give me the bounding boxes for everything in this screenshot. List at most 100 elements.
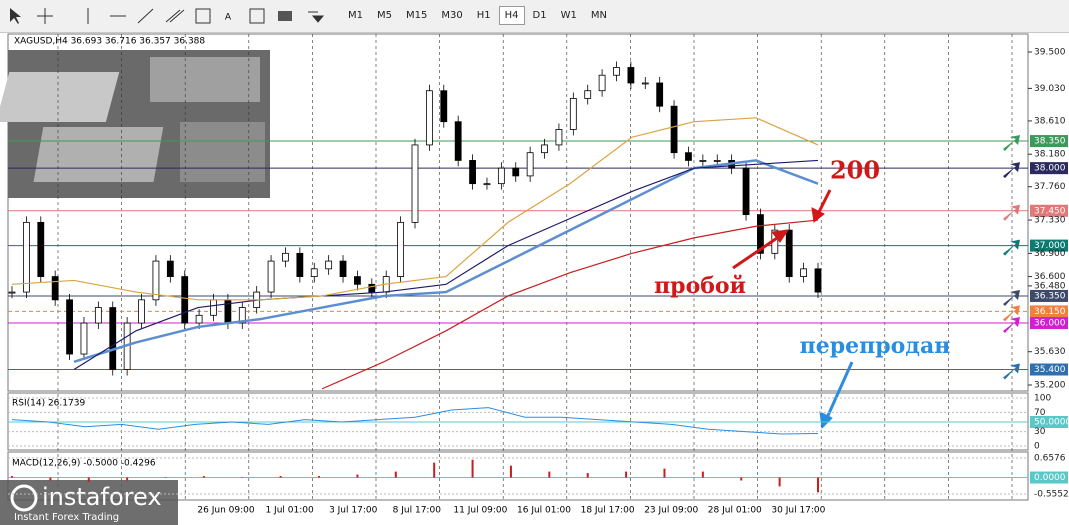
macd-bar bbox=[87, 477, 90, 482]
level-label: 0.0000 bbox=[1034, 473, 1066, 483]
timeframe-button[interactable]: D1 bbox=[532, 10, 547, 21]
label-tool[interactable] bbox=[249, 8, 265, 24]
candle bbox=[454, 121, 462, 161]
price-label: 37.760 bbox=[1034, 182, 1066, 192]
macd-bar bbox=[318, 476, 321, 478]
macd-bar bbox=[11, 476, 13, 478]
price-label: 38.610 bbox=[1034, 116, 1066, 126]
candle bbox=[37, 221, 45, 277]
price-label: 38.000 bbox=[1034, 164, 1066, 174]
channel-tool[interactable] bbox=[165, 9, 185, 23]
time-label: 26 Jun 09:00 bbox=[197, 506, 254, 516]
macd-bar bbox=[356, 474, 359, 478]
annotation-200: 200 bbox=[830, 156, 880, 185]
level-label: 70 bbox=[1034, 408, 1046, 418]
trend-tool[interactable] bbox=[137, 8, 154, 24]
price-box bbox=[1030, 135, 1068, 148]
candle bbox=[181, 276, 189, 324]
time-label: 8 Jul 17:00 bbox=[393, 506, 442, 516]
level-arrow bbox=[1003, 135, 1020, 152]
macd-bar bbox=[279, 476, 282, 478]
rsi-label: RSI(14) 26.1739 bbox=[12, 399, 85, 409]
candle bbox=[138, 299, 145, 324]
timeframe-button[interactable]: H1 bbox=[476, 10, 491, 21]
macd-bar bbox=[817, 477, 819, 493]
logo-tagline: Instant Forex Trading bbox=[14, 512, 119, 523]
level-box bbox=[1030, 416, 1068, 428]
price-label: 38.350 bbox=[1034, 137, 1066, 147]
price-label: 39.030 bbox=[1034, 84, 1066, 94]
timeframe-button[interactable]: H4 bbox=[498, 6, 525, 25]
macd-bar bbox=[471, 459, 474, 478]
macd-bar bbox=[394, 471, 397, 478]
price-box bbox=[1030, 305, 1068, 318]
text-tool[interactable]: A bbox=[225, 13, 232, 23]
candle bbox=[497, 167, 505, 185]
candle bbox=[368, 283, 376, 293]
price-label: 35.400 bbox=[1034, 365, 1066, 375]
time-label: 3 Jul 17:00 bbox=[329, 506, 378, 516]
price-box bbox=[1030, 239, 1068, 252]
level-label: -0.5552 bbox=[1034, 490, 1069, 500]
tool-icons: A bbox=[10, 8, 325, 24]
crosshair-tool[interactable] bbox=[37, 8, 53, 24]
timeframe-button[interactable]: M1 bbox=[348, 10, 363, 21]
annotation-oversold: перепродан bbox=[800, 333, 951, 359]
fib-tool[interactable] bbox=[195, 8, 211, 24]
moving-average bbox=[73, 159, 819, 371]
candle bbox=[22, 221, 30, 293]
macd-bar bbox=[740, 477, 743, 481]
candle bbox=[325, 260, 333, 270]
macd-bar bbox=[548, 471, 551, 478]
macd-bar bbox=[202, 476, 205, 478]
candle bbox=[152, 260, 160, 301]
price-label: 39.500 bbox=[1034, 48, 1066, 58]
time-label: 23 Jul 09:00 bbox=[644, 506, 698, 516]
price-label: 35.630 bbox=[1034, 347, 1066, 357]
candle bbox=[785, 229, 793, 277]
timeframe-button[interactable]: M30 bbox=[441, 10, 463, 21]
candle bbox=[296, 252, 304, 277]
moving-average bbox=[321, 219, 819, 390]
price-label: 37.000 bbox=[1034, 241, 1066, 251]
annotation-breakout: пробой bbox=[654, 273, 746, 299]
candle bbox=[685, 152, 692, 161]
level-arrow bbox=[1003, 162, 1020, 179]
candle bbox=[282, 252, 289, 262]
candle bbox=[469, 160, 476, 185]
logo: instaforex Instant Forex Trading bbox=[0, 480, 178, 525]
level-arrow bbox=[1003, 204, 1020, 221]
macd-bar bbox=[701, 471, 704, 478]
timeframe-button[interactable]: M15 bbox=[406, 10, 428, 21]
candle bbox=[51, 276, 59, 301]
candle bbox=[195, 314, 203, 324]
candle bbox=[411, 144, 419, 223]
candle bbox=[397, 221, 405, 277]
price-label: 37.330 bbox=[1034, 216, 1066, 226]
timeframe-button[interactable]: W1 bbox=[560, 10, 577, 21]
price-box bbox=[1030, 162, 1068, 175]
candle bbox=[569, 98, 577, 130]
price-box bbox=[1030, 204, 1068, 217]
arrows-tool[interactable] bbox=[308, 11, 325, 23]
candle bbox=[66, 299, 73, 355]
candle bbox=[613, 67, 620, 76]
shape-tool[interactable] bbox=[278, 11, 292, 21]
macd-bar bbox=[241, 477, 244, 479]
candle bbox=[598, 74, 606, 92]
candle bbox=[627, 67, 635, 84]
timeframe-button[interactable]: MN bbox=[590, 10, 607, 21]
cursor-tool[interactable] bbox=[10, 8, 21, 24]
level-label: 50.0000 bbox=[1034, 418, 1069, 428]
level-label: 30 bbox=[1034, 427, 1046, 437]
candle bbox=[80, 322, 88, 355]
candle bbox=[267, 260, 275, 293]
level-arrow bbox=[1003, 289, 1020, 306]
timeframe-button[interactable]: M5 bbox=[377, 10, 392, 21]
time-label: 28 Jul 01:00 bbox=[708, 506, 762, 516]
price-box bbox=[1030, 317, 1068, 330]
price-label: 36.600 bbox=[1034, 272, 1066, 282]
level-label: 0 bbox=[1034, 442, 1040, 452]
price-label: 37.450 bbox=[1034, 206, 1066, 216]
